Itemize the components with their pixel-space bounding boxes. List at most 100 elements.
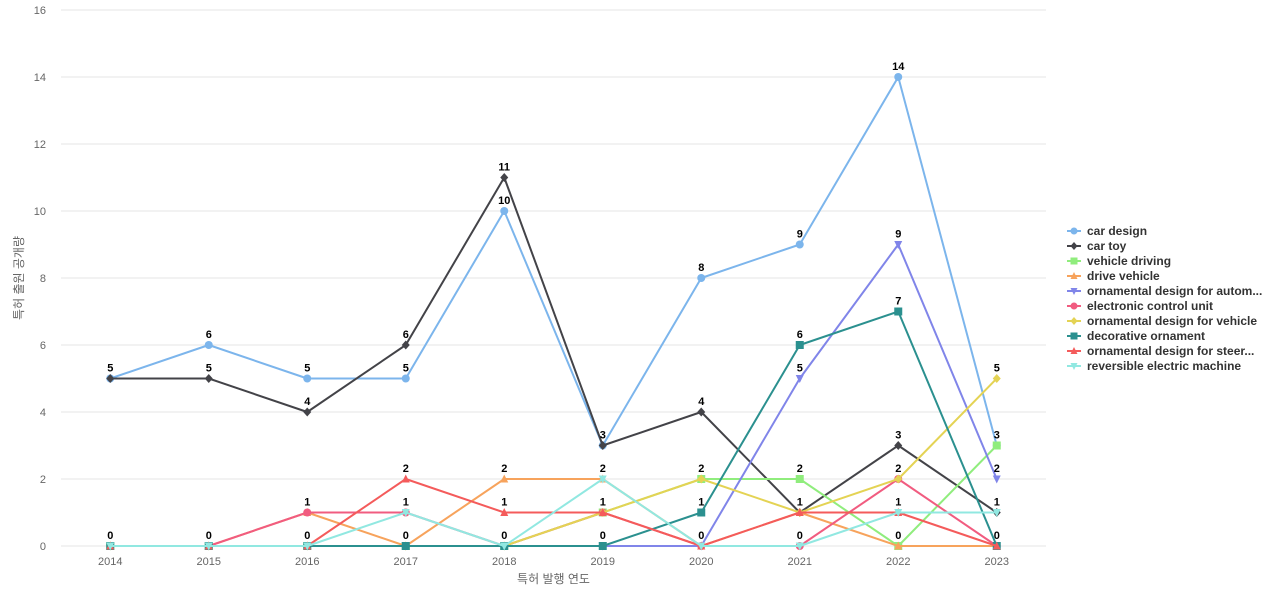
legend-item[interactable]: ornamental design for autom... <box>1067 284 1262 298</box>
data-point <box>500 207 509 215</box>
data-point <box>697 542 706 551</box>
data-label: 0 <box>797 530 803 542</box>
data-label: 2 <box>895 463 901 475</box>
data-label: 2 <box>994 463 1000 475</box>
data-point <box>894 241 903 249</box>
data-label: 0 <box>304 530 310 542</box>
x-tick-label: 2018 <box>492 556 516 568</box>
legend-marker-icon <box>1070 302 1078 310</box>
data-label: 6 <box>206 329 212 341</box>
data-point <box>106 542 115 551</box>
legend-label: car toy <box>1087 239 1127 253</box>
data-label: 2 <box>403 463 409 475</box>
series-group <box>106 73 1001 551</box>
legend-item[interactable]: decorative ornament <box>1067 329 1205 343</box>
data-point <box>204 341 213 349</box>
data-label: 2 <box>501 463 507 475</box>
data-label: 1 <box>698 497 704 509</box>
legend-item[interactable]: ornamental design for vehicle <box>1067 314 1257 328</box>
data-label: 5 <box>797 363 803 375</box>
x-tick-label: 2021 <box>788 556 812 568</box>
data-point <box>795 542 804 551</box>
legend-label: decorative ornament <box>1087 329 1205 343</box>
legend-label: ornamental design for vehicle <box>1087 314 1257 328</box>
x-tick-label: 2020 <box>689 556 713 568</box>
data-label: 0 <box>895 530 901 542</box>
data-label: 7 <box>895 296 901 308</box>
data-point <box>992 374 1001 383</box>
series-line <box>110 377 998 547</box>
legend-label: ornamental design for steer... <box>1087 344 1254 358</box>
x-axis: 2014 2015 2016 2017 2018 2019 2020 2021 2022 2023 <box>98 556 1009 568</box>
series-reversible-electric-machine <box>106 475 1001 551</box>
x-tick-label: 2015 <box>197 556 221 568</box>
data-label: 0 <box>206 530 212 542</box>
series-line <box>109 76 998 447</box>
data-point <box>598 441 607 450</box>
data-label: 1 <box>994 497 1000 509</box>
data-label: 3 <box>600 430 606 442</box>
data-label: 2 <box>797 463 803 475</box>
legend-item[interactable]: electronic control unit <box>1067 299 1213 313</box>
data-point <box>795 475 804 483</box>
data-label: 2 <box>698 463 704 475</box>
series-ornamental-design-for-autom <box>106 241 1001 551</box>
data-point <box>697 407 706 417</box>
data-point <box>598 508 607 516</box>
legend-marker-icon <box>1070 347 1078 354</box>
data-label: 4 <box>698 396 705 408</box>
data-point <box>795 508 804 516</box>
data-label: 3 <box>895 430 901 442</box>
y-tick-label: 16 <box>34 5 46 17</box>
y-tick-label: 0 <box>40 541 46 553</box>
data-point <box>894 307 903 316</box>
data-label: 1 <box>403 497 409 509</box>
x-tick-label: 2023 <box>985 556 1009 568</box>
legend-item[interactable]: car toy <box>1067 239 1127 253</box>
data-label: 4 <box>304 396 311 408</box>
legend-marker-icon <box>1070 288 1078 295</box>
data-point <box>992 475 1001 484</box>
legend-label: drive vehicle <box>1087 269 1160 283</box>
data-label: 2 <box>600 463 606 475</box>
data-label: 1 <box>501 497 507 509</box>
legend-item[interactable]: drive vehicle <box>1067 269 1160 283</box>
data-label: 1 <box>797 497 803 509</box>
data-point <box>303 542 312 551</box>
data-point <box>303 374 312 383</box>
data-label: 1 <box>304 497 310 509</box>
data-label: 0 <box>698 530 704 542</box>
data-point <box>204 542 213 551</box>
data-point <box>401 374 410 383</box>
data-point <box>303 407 312 417</box>
data-label: 10 <box>498 195 510 207</box>
data-label: 0 <box>107 530 113 542</box>
series-car-design <box>106 73 1001 450</box>
data-point <box>992 509 1001 517</box>
data-point <box>795 375 804 383</box>
series-line <box>110 310 998 547</box>
x-tick-label: 2016 <box>295 556 319 568</box>
data-label: 0 <box>403 530 409 542</box>
legend-item[interactable]: car design <box>1067 224 1147 238</box>
y-tick-label: 14 <box>34 72 46 84</box>
legend-label: electronic control unit <box>1087 299 1213 313</box>
data-point <box>598 475 607 484</box>
data-label: 5 <box>206 363 212 375</box>
legend-item[interactable]: reversible electric machine <box>1067 359 1241 373</box>
legend-item[interactable]: ornamental design for steer... <box>1067 344 1254 358</box>
legend-item[interactable]: vehicle driving <box>1067 254 1171 268</box>
data-labels: 5065054106521011102103210842109652101497… <box>107 61 1000 542</box>
data-label: 6 <box>797 329 803 341</box>
series-line <box>110 176 998 514</box>
legend-marker-icon <box>1070 257 1078 265</box>
legend-label: ornamental design for autom... <box>1087 284 1262 298</box>
grid <box>61 9 1046 547</box>
data-label: 9 <box>797 229 803 241</box>
legend-marker-icon <box>1070 272 1078 279</box>
data-label: 0 <box>501 530 507 542</box>
data-point <box>106 374 115 383</box>
y-tick-label: 2 <box>40 474 46 486</box>
